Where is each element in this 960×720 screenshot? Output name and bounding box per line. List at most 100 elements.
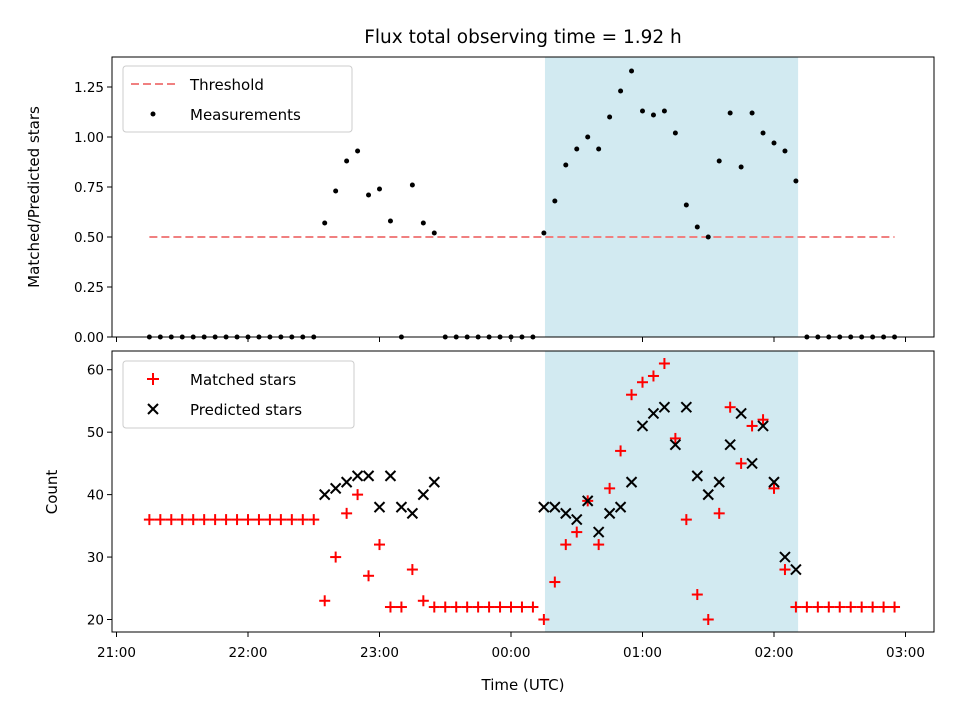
top-legend: Threshold Measurements [122, 65, 353, 133]
matched-stars-point [165, 514, 177, 526]
matched-stars-point [549, 576, 561, 588]
bottom-x-ticks: 21:00 22:00 23:00 00:00 01:00 02:00 03:00 [97, 632, 925, 661]
measurements-point [387, 218, 393, 224]
legend-predicted-label: Predicted stars [190, 401, 302, 419]
measurements-point [640, 108, 645, 114]
matched-stars-point [231, 514, 243, 526]
bottom-highlight-span [544, 351, 799, 632]
matched-stars-point [834, 601, 846, 613]
matched-stars-point [209, 514, 221, 526]
matched-stars-point [637, 376, 648, 388]
matched-stars-point [867, 601, 879, 613]
matched-stars-point [757, 414, 769, 426]
matched-stars-point [647, 370, 659, 382]
measurements-point [541, 230, 547, 236]
measurements-point [574, 146, 580, 152]
matched-stars-point [330, 551, 342, 563]
measurements-point [420, 220, 426, 226]
matched-stars-point [527, 601, 539, 613]
predicted-stars-point [340, 476, 353, 488]
bottom-y-axis-label: Count [43, 470, 61, 515]
bottom-plot-frame [111, 350, 935, 633]
matched-stars-point [604, 482, 616, 494]
predicted-stars-point [614, 501, 627, 513]
x-tick-label: 23:00 [360, 645, 399, 661]
measurements-point [661, 108, 667, 114]
matched-stars-point [308, 514, 320, 526]
x-tick-label: 21:00 [97, 645, 136, 661]
matched-stars-point [571, 526, 583, 538]
predicted-stars-point [603, 507, 616, 520]
matched-stars-point [198, 514, 210, 526]
predicted-stars-point [746, 457, 758, 470]
measurements-point [738, 164, 744, 170]
matched-stars-point [724, 401, 736, 413]
matched-stars-point [494, 601, 506, 613]
matched-stars-point [341, 507, 353, 519]
measurements-point [727, 110, 733, 116]
matched-stars-point [297, 514, 309, 526]
matched-stars-point [516, 601, 528, 613]
bottom-y-ticks: 20 30 40 50 60 [87, 363, 112, 629]
measurements-point [563, 162, 569, 168]
matched-stars-point [878, 601, 890, 613]
predicted-stars-point [406, 507, 419, 520]
measurements-point [344, 158, 350, 164]
measurements-point [322, 220, 328, 226]
legend-predicted-swatch [147, 403, 159, 415]
predicted-stars-point [560, 507, 572, 520]
matched-stars-point [143, 514, 155, 526]
measurements-point [585, 134, 591, 140]
bottom-y-tick-label: 20 [87, 613, 104, 629]
measurements-point [782, 148, 788, 154]
predicted-stars-point [373, 501, 386, 513]
matched-stars-point [384, 601, 396, 613]
matched-stars-point [856, 601, 868, 613]
predicted-stars-point [658, 401, 671, 413]
matched-stars-point [428, 601, 440, 613]
predicted-stars-point [768, 476, 780, 488]
predicted-stars-point [395, 501, 408, 513]
measurements-point [552, 198, 558, 204]
matched-stars-point [472, 601, 484, 613]
predicted-stars-point [724, 438, 736, 451]
measurements-point [409, 182, 415, 188]
measurements-point [705, 234, 711, 240]
matched-stars-point [538, 614, 550, 626]
predicted-stars-point [625, 476, 638, 488]
predicted-stars-point [592, 526, 605, 538]
predicted-stars-point [757, 420, 769, 432]
measurements-point [716, 158, 722, 164]
bottom-legend-frame [122, 360, 355, 429]
matched-stars-point [319, 595, 331, 607]
measurements-point [749, 110, 755, 116]
predicted-stars-point [351, 470, 364, 482]
matched-stars-point [220, 514, 232, 526]
matched-stars-point [790, 601, 802, 613]
predicted-stars-point [428, 476, 440, 488]
measurements-point [683, 202, 689, 208]
predicted-stars-point [362, 470, 375, 482]
x-tick-label: 01:00 [623, 645, 662, 661]
matched-stars-point [505, 601, 517, 613]
predicted-stars-point [680, 401, 693, 413]
predicted-stars-point [735, 407, 747, 420]
x-tick-label: 03:00 [886, 645, 925, 661]
matched-stars-point [264, 514, 276, 526]
top-panel: 0.00 0.25 0.50 0.75 1.00 1.25 Matched/Predict… [25, 56, 935, 346]
bottom-y-tick-label: 50 [87, 425, 104, 441]
top-plot-frame [111, 56, 935, 338]
top-y-tick-label: 0.50 [74, 230, 104, 246]
legend-threshold-label: Threshold [189, 76, 264, 94]
legend-matched-swatch [147, 373, 159, 385]
predicted-stars-point [319, 488, 331, 501]
matched-stars-point [669, 432, 681, 444]
measurements-point [760, 130, 766, 136]
matched-stars-point [768, 482, 780, 494]
top-y-axis-label: Matched/Predicted stars [25, 106, 43, 288]
matched-stars-point [779, 564, 791, 576]
bottom-y-tick-label: 60 [87, 363, 104, 379]
top-y-tick-label: 0.75 [74, 180, 104, 196]
measurements-point [607, 114, 613, 120]
predicted-stars-point [702, 488, 714, 501]
